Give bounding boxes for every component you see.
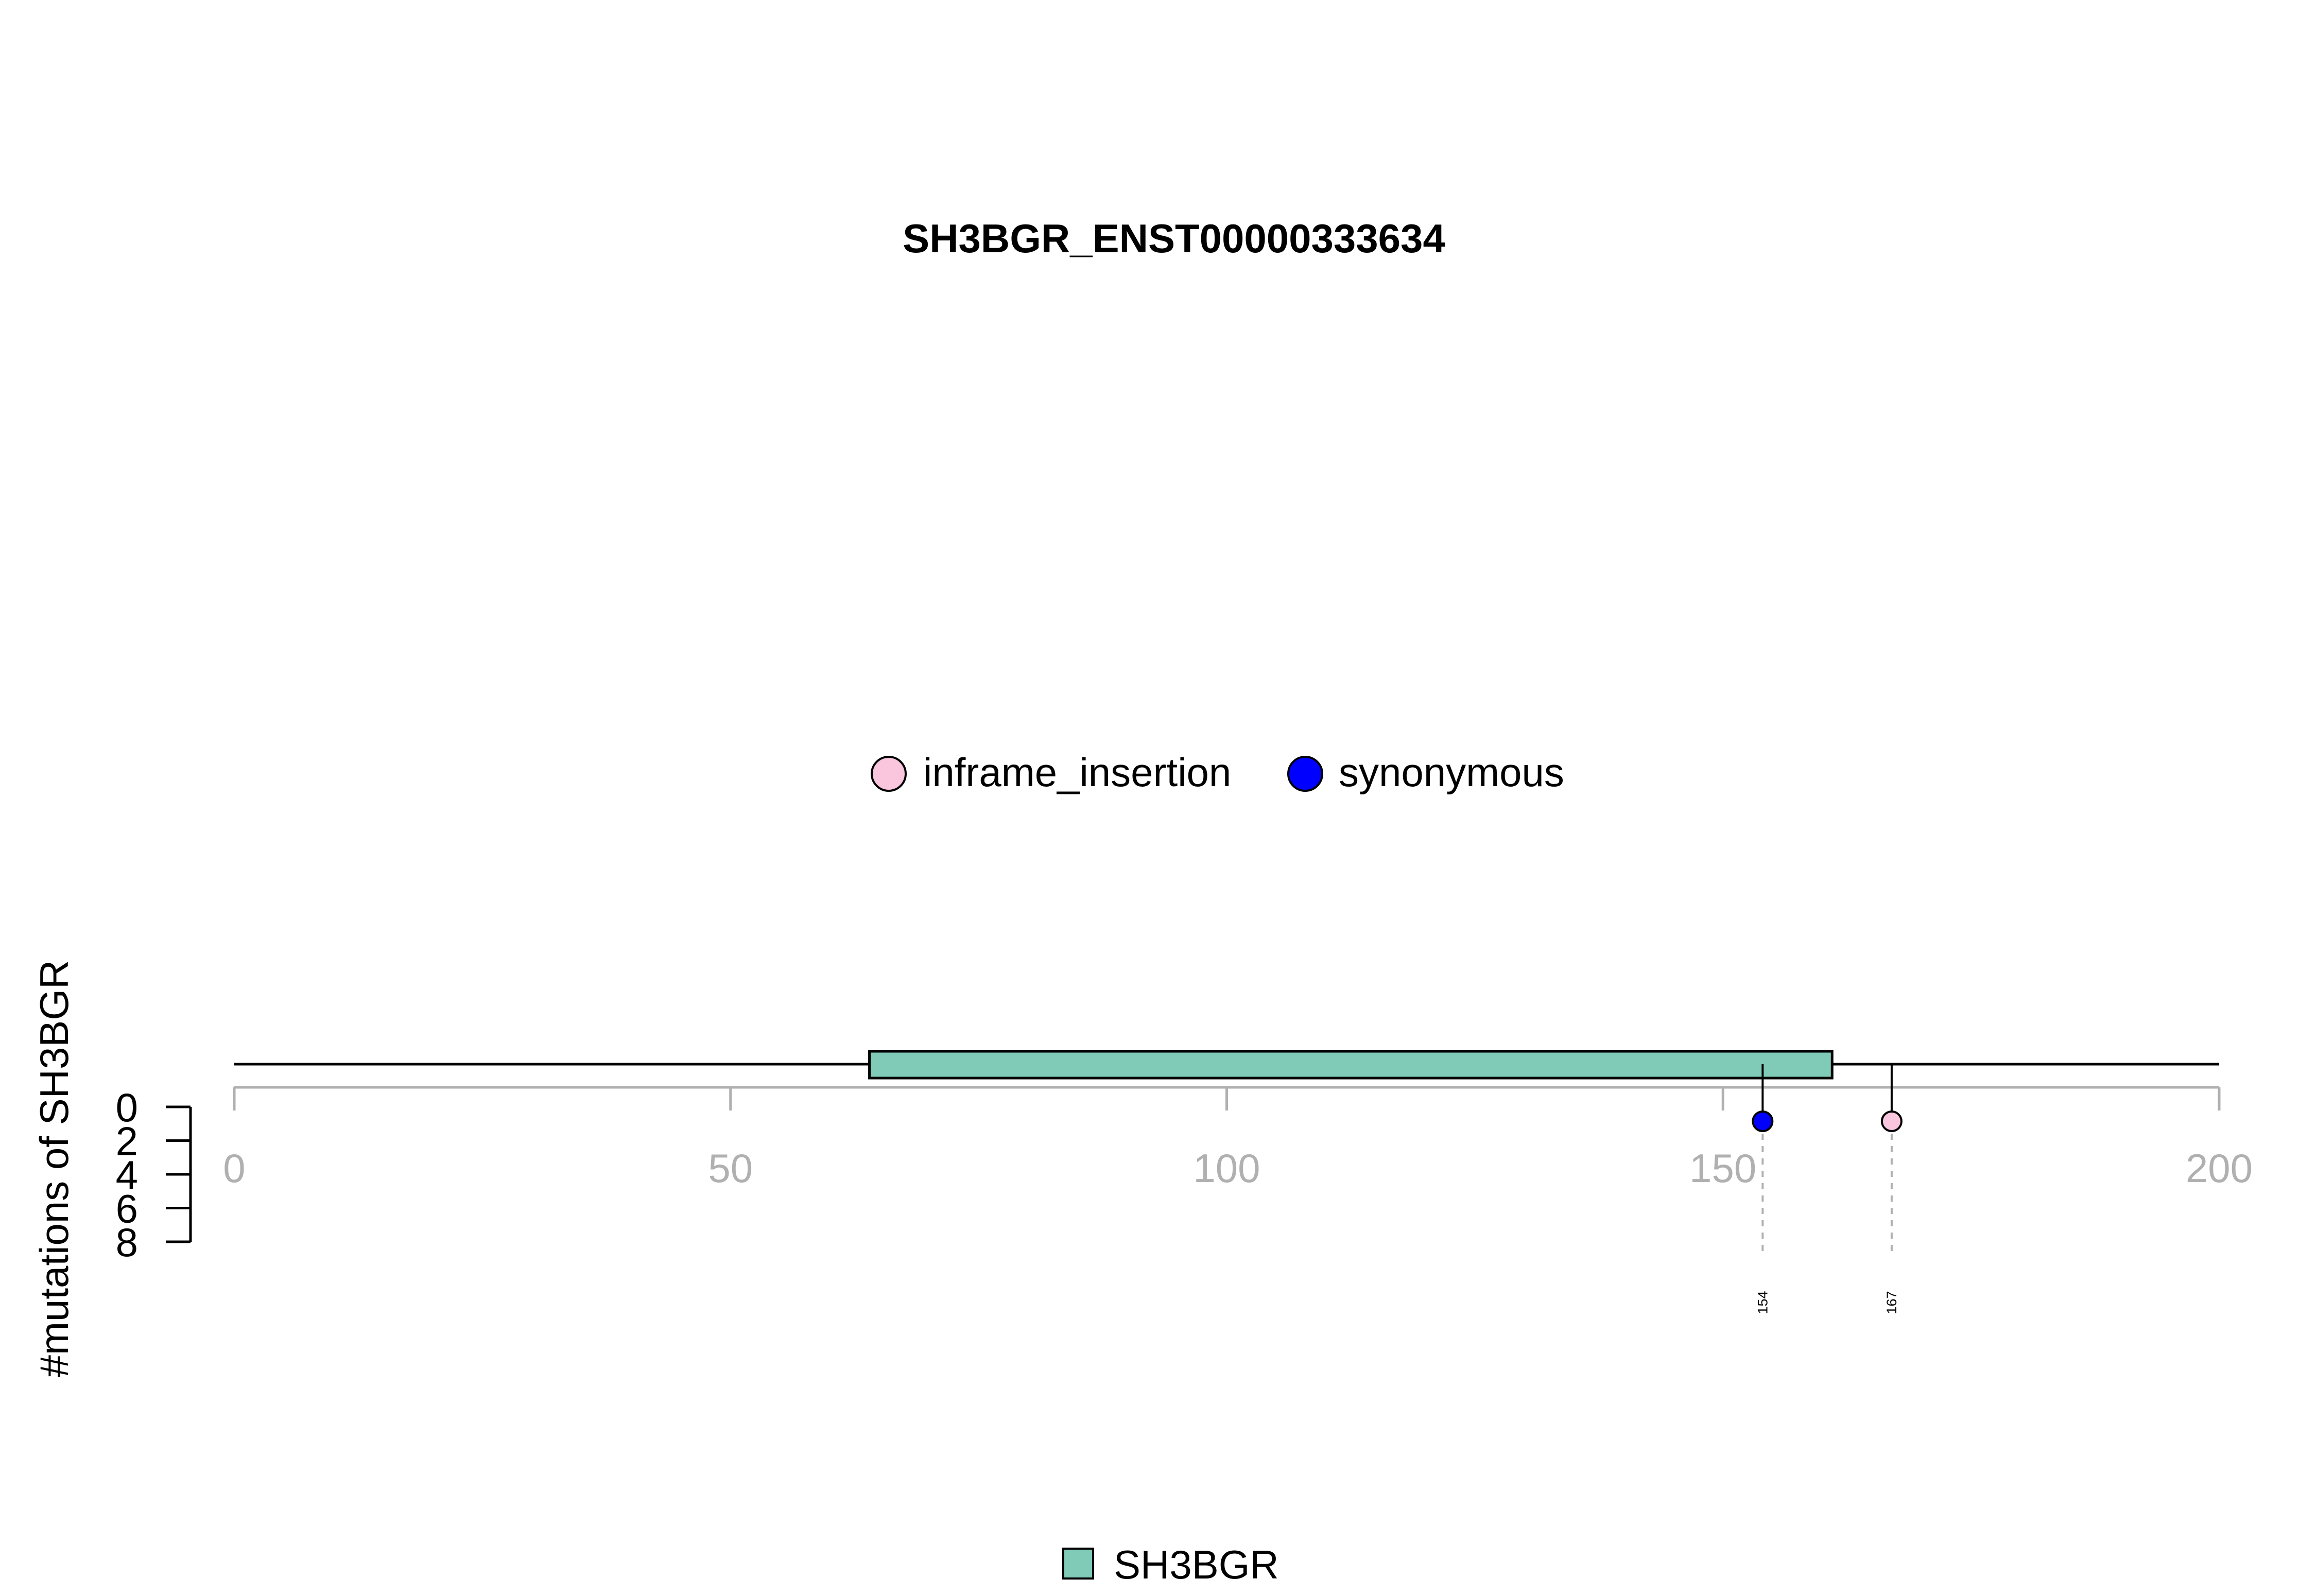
y-tick-label: 2 (116, 1119, 138, 1164)
y-tick-label: 0 (116, 1085, 138, 1130)
chart-title: SH3BGR_ENST00000333634 (903, 216, 1445, 261)
mutation-position-label: 167 (1884, 1291, 1899, 1314)
mutation-type-legend: inframe_insertion synonymous (871, 750, 1564, 795)
mutation-marker (1752, 1111, 1774, 1132)
y-tick-label: 4 (116, 1152, 138, 1198)
protein-domains (868, 1050, 1834, 1080)
x-tick-label: 0 (223, 1146, 245, 1191)
legend-marker-synonymous (1287, 756, 1323, 792)
legend-label-inframe-insertion: inframe_insertion (923, 750, 1231, 795)
x-axis-ticks: 0 50 100 150 200 (223, 1087, 2253, 1191)
mutation-lollipops: 154 167 (1752, 1064, 1903, 1314)
domain-legend-label: SH3BGR (1114, 1542, 1279, 1587)
x-tick-label: 200 (2186, 1146, 2253, 1191)
legend-label-synonymous: synonymous (1339, 750, 1564, 795)
mutation-position-label: 154 (1755, 1291, 1770, 1314)
x-tick-label: 50 (708, 1146, 753, 1191)
domain-legend-swatch (1062, 1548, 1094, 1580)
legend-marker-inframe-insertion (871, 756, 907, 792)
x-tick-label: 100 (1193, 1146, 1260, 1191)
domain-box (868, 1050, 1834, 1080)
x-tick-label: 150 (1689, 1146, 1756, 1191)
y-tick-label: 6 (116, 1186, 138, 1231)
y-axis-label: #mutations of SH3BGR (31, 960, 77, 1378)
mutation-marker (1880, 1111, 1903, 1132)
y-tick-label: 8 (116, 1220, 138, 1265)
domain-legend: SH3BGR (1062, 1542, 1279, 1587)
x-axis: 0 50 100 150 200 (223, 1086, 2253, 1191)
